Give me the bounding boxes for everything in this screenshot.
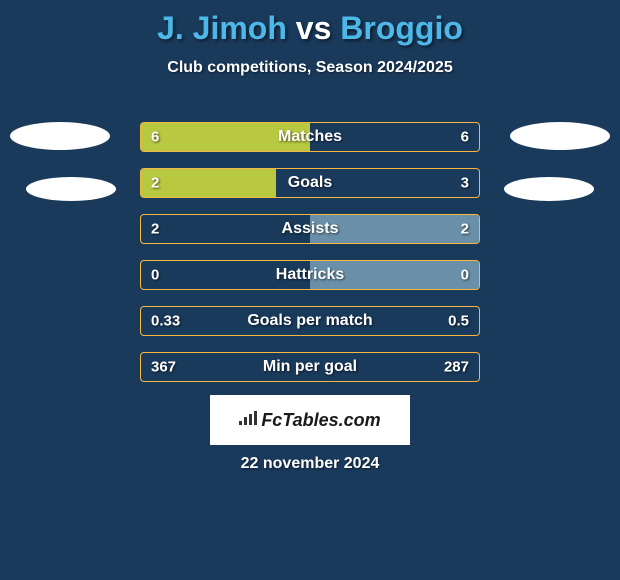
stat-value-left: 2 (151, 175, 159, 192)
chart-icon (239, 411, 257, 430)
stats-container: 6 Matches 6 2 Goals 3 2 Assists 2 0 Hattricks 0 0.33… (140, 122, 480, 398)
stat-value-left: 6 (151, 129, 159, 146)
player1-badge-1 (10, 122, 110, 150)
logo-text: FcTables.com (261, 410, 380, 431)
player2-name: Broggio (340, 10, 463, 46)
logo-box[interactable]: FcTables.com (210, 395, 410, 445)
stat-value-right: 0 (461, 267, 469, 284)
stat-row: 2 Goals 3 (140, 168, 480, 198)
stat-row: 6 Matches 6 (140, 122, 480, 152)
subtitle: Club competitions, Season 2024/2025 (0, 59, 620, 77)
stat-label: Goals (288, 174, 332, 192)
stat-label: Assists (282, 220, 339, 238)
vs-text: vs (296, 10, 332, 46)
stat-label: Goals per match (247, 312, 372, 330)
stat-value-right: 6 (461, 129, 469, 146)
stat-value-right: 0.5 (448, 313, 469, 330)
player2-badge-1 (510, 122, 610, 150)
stat-value-right: 2 (461, 221, 469, 238)
stat-row: 0 Hattricks 0 (140, 260, 480, 290)
stat-label: Min per goal (263, 358, 357, 376)
stat-label: Matches (278, 128, 342, 146)
player1-name: J. Jimoh (157, 10, 287, 46)
date-text: 22 november 2024 (241, 455, 380, 473)
player1-badge-2 (26, 177, 116, 201)
stat-fill-left (141, 169, 276, 197)
player2-badge-2 (504, 177, 594, 201)
stat-value-left: 2 (151, 221, 159, 238)
stat-row: 2 Assists 2 (140, 214, 480, 244)
stat-value-right: 287 (444, 359, 469, 376)
stat-row: 0.33 Goals per match 0.5 (140, 306, 480, 336)
stat-label: Hattricks (276, 266, 344, 284)
stat-row: 367 Min per goal 287 (140, 352, 480, 382)
stat-value-left: 367 (151, 359, 176, 376)
comparison-title: J. Jimoh vs Broggio (0, 0, 620, 47)
stat-value-left: 0.33 (151, 313, 180, 330)
stat-value-right: 3 (461, 175, 469, 192)
stat-value-left: 0 (151, 267, 159, 284)
